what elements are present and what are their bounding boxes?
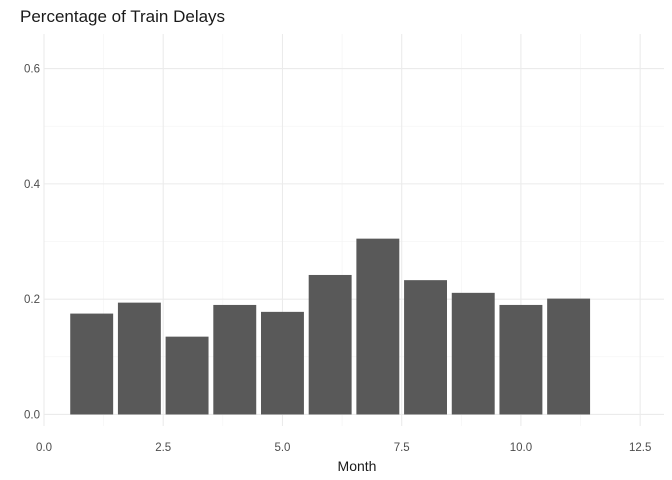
y-tick-label: 0.2 [24,294,40,306]
y-axis-ticks: 0.0 0.2 0.4 0.6 [24,64,41,422]
bar-month-7 [356,238,400,415]
bar-month-5 [261,311,304,415]
bar-month-8 [404,280,447,415]
x-axis-ticks: 0.0 2.5 5.0 7.5 10.0 12.5 [36,442,651,454]
bar-month-9 [451,292,495,415]
bar-month-6 [308,274,352,415]
bar-month-3 [165,336,209,415]
x-tick-label: 12.5 [629,442,651,454]
y-tick-label: 0.0 [24,409,40,421]
y-tick-label: 0.6 [24,64,40,76]
bar-month-10 [499,304,543,415]
chart-title: Percentage of Train Delays [20,7,225,26]
x-tick-label: 7.5 [394,442,410,454]
bar-month-4 [213,304,257,415]
bar-month-1 [70,313,114,415]
x-tick-label: 0.0 [36,442,52,454]
x-tick-label: 5.0 [274,442,290,454]
bar-month-2 [117,302,161,415]
x-axis-title: Month [338,458,377,474]
x-tick-label: 10.0 [510,442,532,454]
bar-month-11 [547,298,591,415]
bars [70,238,591,415]
x-tick-label: 2.5 [155,442,171,454]
y-tick-label: 0.4 [24,179,41,191]
